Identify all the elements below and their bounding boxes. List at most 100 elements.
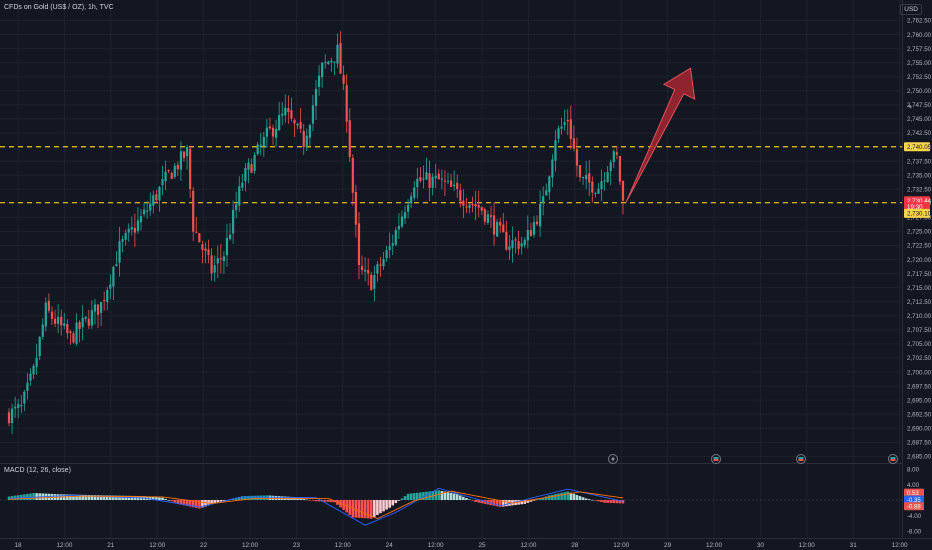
candle	[360, 255, 364, 275]
candle-body	[176, 164, 179, 170]
macd-hist-bar	[121, 495, 124, 500]
candle-body	[121, 239, 124, 242]
candle-body	[572, 138, 575, 149]
axis-marker-icon	[907, 105, 911, 109]
macd-hist-bar	[87, 495, 91, 500]
candle	[189, 145, 192, 198]
macd-hist-bar	[265, 495, 269, 500]
candle-body	[410, 196, 413, 204]
macd-hist-bar	[379, 500, 382, 514]
candle	[204, 242, 207, 264]
macd-axis: 8.00 4.00 -4.00 -8.00 0.53-0.35-0.88	[904, 466, 924, 535]
macd-hist-bar	[489, 500, 493, 506]
candle	[60, 309, 63, 336]
macd-hist-bar	[557, 493, 560, 500]
macd-hist-bar	[529, 500, 533, 502]
candle	[526, 215, 529, 249]
candle	[609, 159, 612, 186]
candle	[591, 176, 594, 203]
macd-hist-bar	[234, 497, 238, 500]
candle-body	[250, 164, 253, 173]
candle	[90, 300, 93, 330]
macd-hist-bar	[191, 500, 195, 508]
time-tick-label: 18	[14, 542, 22, 549]
candle-body	[499, 221, 502, 226]
macd-badge-bg	[904, 502, 924, 511]
time-tick-label: 31	[850, 542, 858, 549]
candle	[379, 256, 382, 277]
candle	[324, 54, 327, 69]
candle-body	[342, 75, 345, 84]
time-tick-label: 12:00	[242, 542, 258, 549]
candle-body	[502, 224, 505, 233]
candle	[176, 161, 179, 176]
candle	[238, 176, 241, 212]
candle	[517, 231, 520, 255]
candle	[575, 137, 579, 177]
flag-icon	[796, 454, 806, 464]
candle	[351, 154, 354, 206]
candle	[232, 200, 235, 244]
candle	[213, 255, 216, 282]
macd-hist-bar	[93, 495, 97, 500]
macd-hist-bar	[204, 500, 207, 507]
candle	[394, 227, 397, 247]
macd-hist-bar	[428, 491, 431, 500]
candle-body	[348, 120, 351, 158]
candle-body	[431, 176, 434, 188]
candle	[179, 141, 183, 181]
candle	[606, 165, 609, 183]
candle	[32, 363, 35, 379]
candle-body	[287, 108, 290, 113]
candle	[50, 306, 54, 326]
macd-hist-bar	[308, 500, 312, 501]
candle	[330, 57, 333, 72]
price-tick-label: 2,742.50	[907, 130, 932, 137]
candle	[400, 210, 404, 229]
candle	[385, 245, 388, 262]
candle	[446, 172, 450, 185]
candle	[563, 109, 566, 131]
candle-body	[446, 180, 450, 182]
candle	[271, 124, 275, 145]
candle	[459, 183, 462, 208]
candle	[201, 240, 204, 264]
candle-body	[87, 318, 90, 326]
candle-body	[57, 316, 60, 324]
candle-body	[96, 304, 100, 315]
candle	[449, 174, 453, 188]
candle-body	[60, 316, 63, 326]
macd-hist-bar	[35, 493, 38, 500]
candle-body	[247, 162, 250, 170]
candle	[339, 31, 342, 74]
candle	[511, 226, 514, 263]
candle-body	[548, 176, 551, 193]
price-tick-label: 2,715.00	[907, 285, 932, 292]
macd-hist-bar	[591, 499, 594, 501]
currency-button[interactable]: USD	[900, 4, 922, 15]
candle	[496, 219, 499, 237]
candle-body	[142, 209, 146, 215]
candle	[428, 160, 431, 202]
candle-body	[244, 167, 247, 182]
price-tick-label: 2,757.50	[907, 46, 932, 53]
price-tick-label: 2,717.50	[907, 271, 932, 278]
macd-hist-bar	[268, 495, 272, 500]
candle-body	[66, 323, 69, 334]
macd-hist-bar	[560, 492, 563, 500]
candle-body	[532, 222, 536, 235]
candle-body	[588, 173, 591, 183]
candle-body	[333, 61, 336, 63]
macd-hist-bar	[422, 492, 425, 500]
macd-hist-bar	[468, 499, 471, 500]
candle-body	[419, 177, 422, 181]
candle	[508, 235, 511, 260]
candle-body	[35, 357, 38, 367]
flag-bottom	[890, 459, 896, 461]
macd-hist-bar	[406, 493, 410, 500]
flag-icon	[711, 454, 721, 464]
macd-hist-bar	[201, 500, 204, 508]
macd-hist-bar	[566, 491, 570, 500]
candle	[130, 216, 133, 236]
